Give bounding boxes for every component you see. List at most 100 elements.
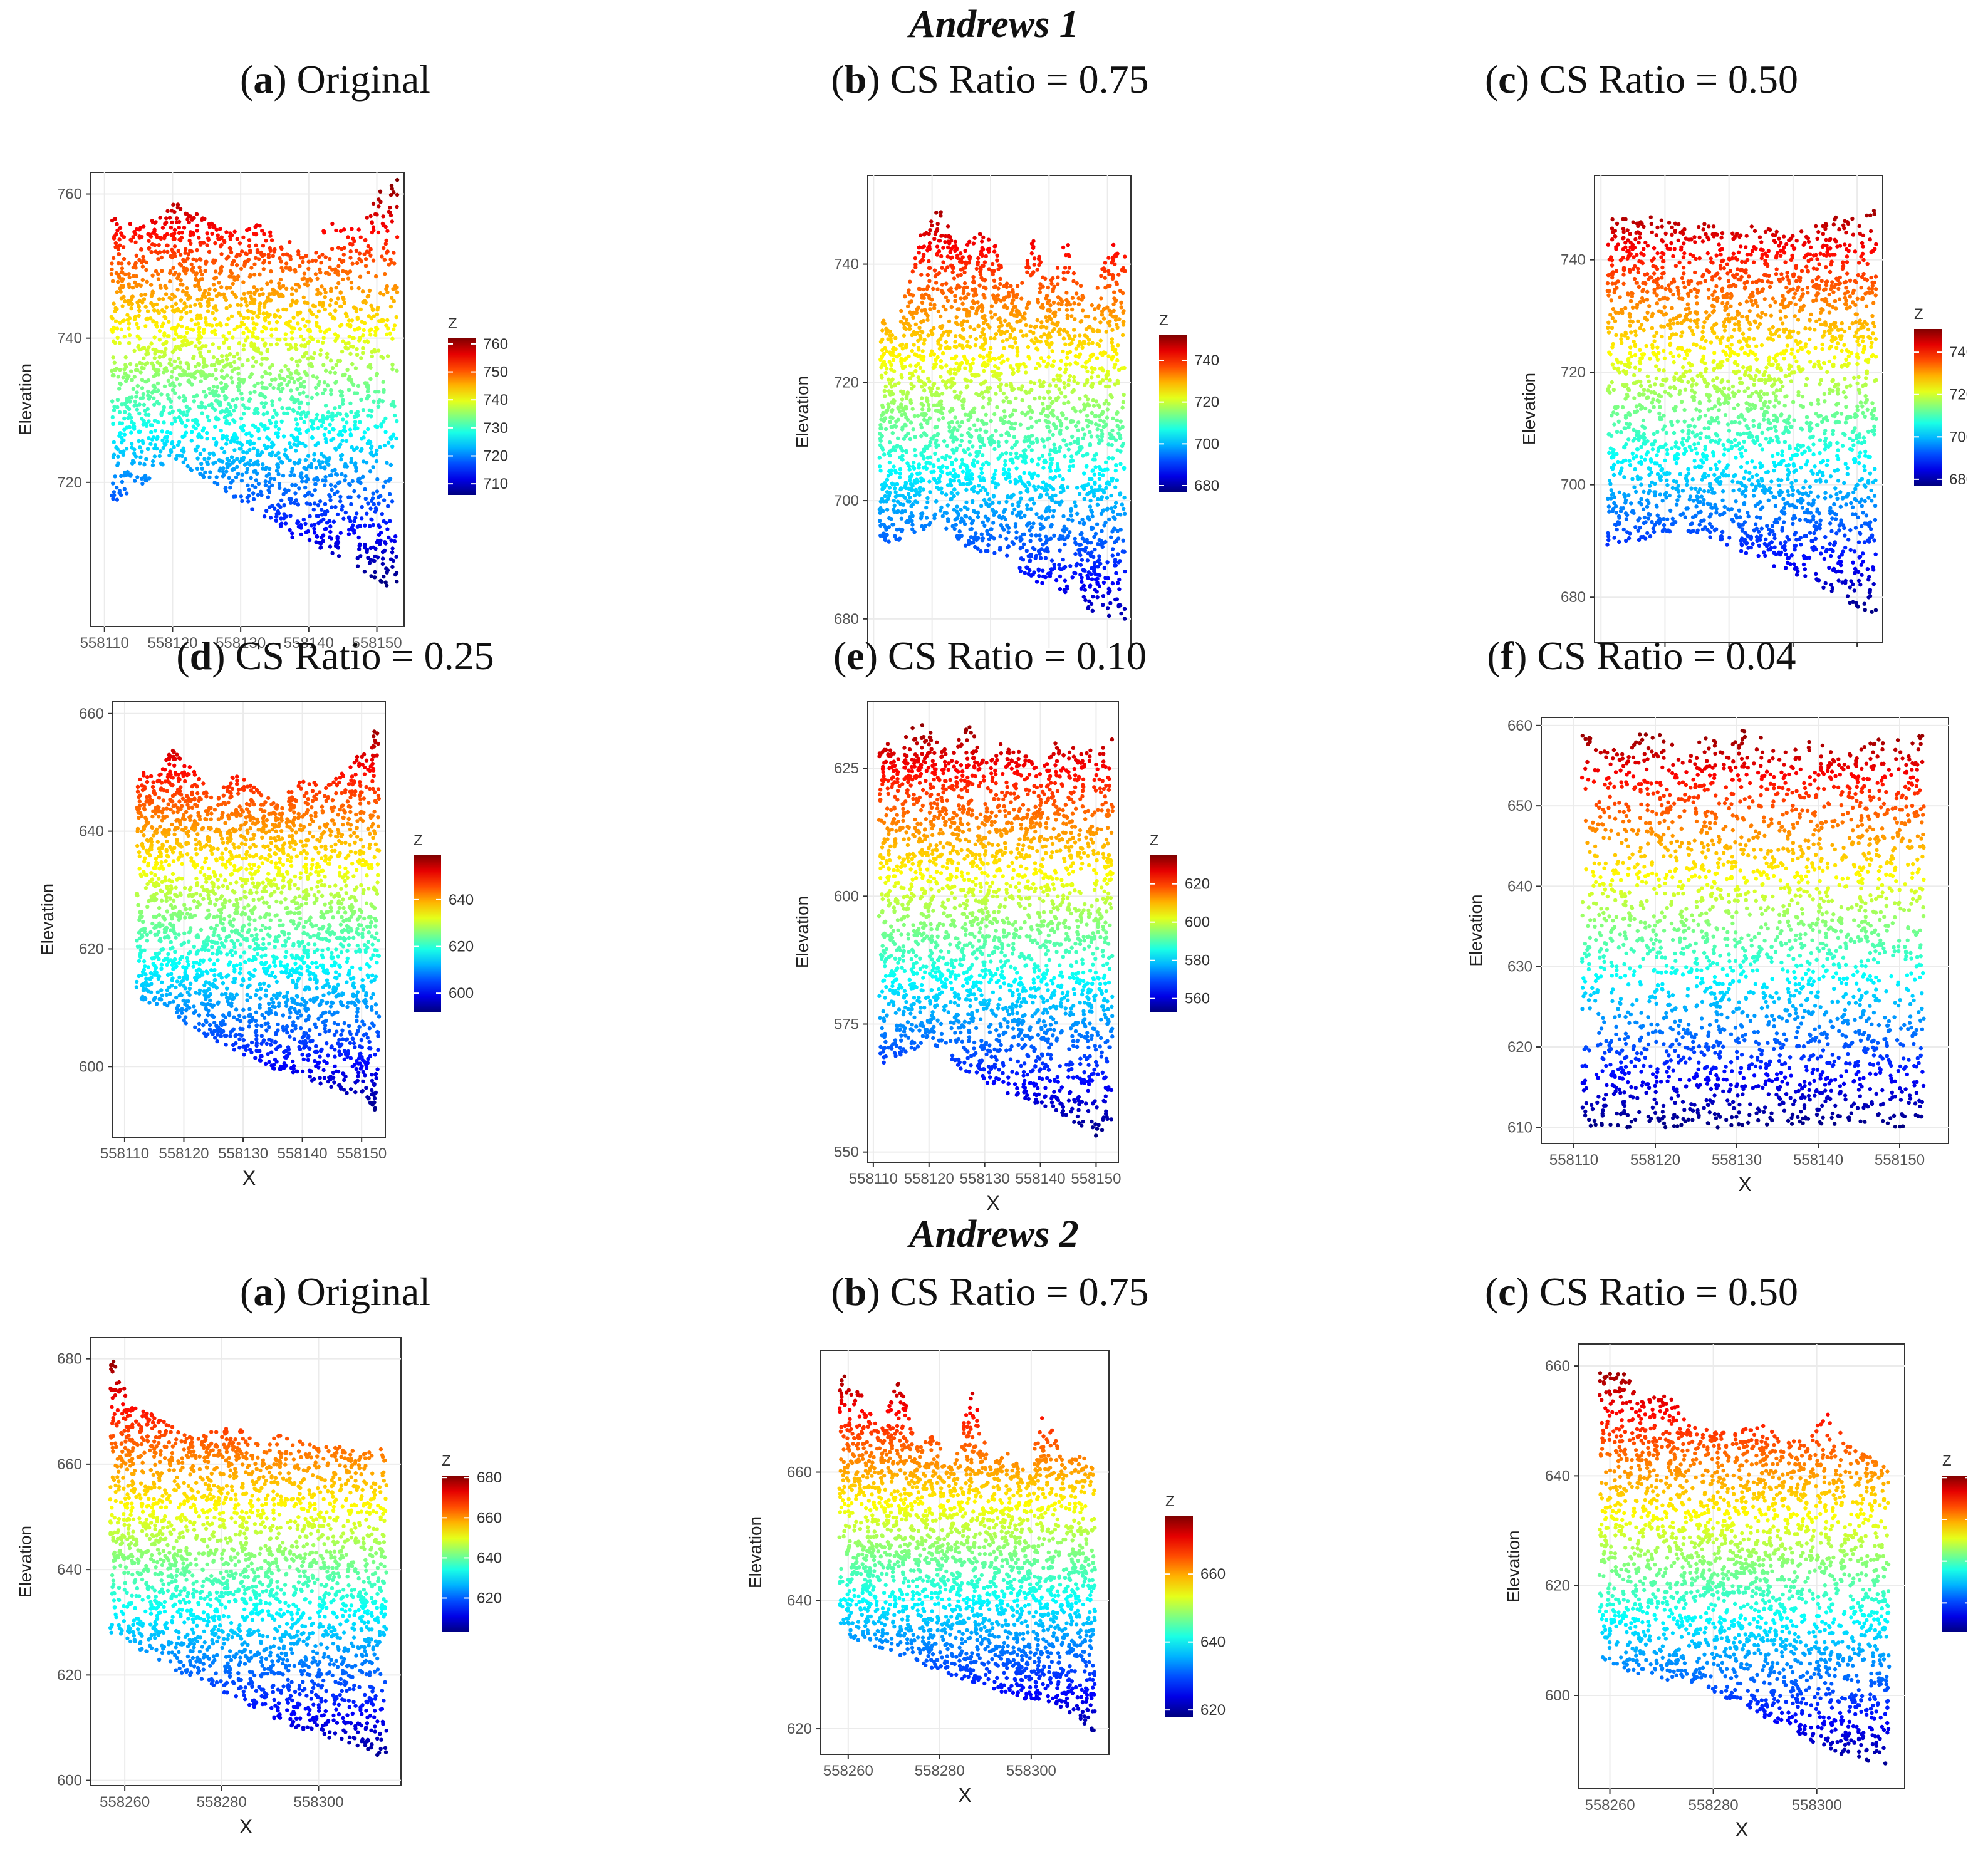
data-point	[979, 445, 982, 449]
data-point	[1122, 539, 1125, 543]
data-point	[111, 481, 115, 485]
data-point	[395, 205, 398, 209]
data-point	[1045, 319, 1049, 323]
data-point	[980, 471, 984, 475]
data-point	[239, 324, 242, 328]
data-point	[1093, 454, 1096, 457]
data-point	[385, 583, 388, 587]
data-point	[284, 332, 288, 336]
data-point	[246, 335, 249, 339]
data-point	[893, 347, 897, 351]
data-point	[1051, 400, 1054, 404]
data-point	[989, 527, 993, 531]
data-point	[356, 317, 360, 321]
data-point	[995, 372, 999, 375]
data-point	[335, 363, 338, 367]
data-point	[1025, 507, 1029, 511]
data-point	[1088, 444, 1092, 447]
data-point	[192, 424, 195, 428]
data-point	[232, 360, 236, 364]
data-point	[115, 486, 118, 489]
data-point	[170, 326, 174, 330]
data-point	[170, 375, 174, 379]
data-point	[274, 327, 278, 331]
data-point	[969, 379, 972, 383]
data-point	[177, 395, 181, 399]
data-point	[386, 504, 390, 508]
data-point	[1082, 497, 1086, 501]
data-point	[1114, 571, 1118, 575]
data-point	[1048, 575, 1052, 578]
data-point	[895, 494, 899, 497]
data-point	[140, 300, 144, 304]
data-point	[322, 231, 326, 234]
data-point	[135, 254, 138, 258]
data-point	[1068, 530, 1071, 534]
data-point	[950, 497, 954, 501]
data-point	[210, 363, 214, 367]
data-point	[373, 212, 377, 216]
data-point	[306, 529, 310, 533]
data-point	[1046, 336, 1049, 340]
data-point	[113, 361, 117, 365]
data-point	[199, 314, 202, 318]
data-point	[1058, 367, 1062, 371]
data-point	[199, 354, 203, 358]
data-point	[1001, 339, 1005, 343]
data-point	[242, 412, 246, 415]
data-point	[380, 512, 384, 516]
data-point	[322, 454, 326, 458]
data-point	[280, 406, 284, 410]
data-point	[960, 302, 964, 306]
data-point	[279, 369, 283, 373]
data-point	[382, 224, 385, 227]
data-point	[1038, 291, 1042, 294]
data-point	[372, 225, 375, 229]
data-point	[252, 442, 256, 445]
data-point	[949, 385, 952, 389]
data-point	[964, 262, 968, 266]
data-point	[264, 326, 268, 330]
data-point	[1076, 381, 1080, 385]
data-point	[1040, 486, 1044, 489]
data-point	[254, 478, 258, 482]
data-point	[975, 454, 979, 458]
data-point	[268, 298, 271, 302]
data-point	[308, 330, 312, 333]
data-point	[373, 555, 377, 558]
data-point	[1069, 509, 1073, 513]
data-point	[265, 282, 269, 286]
data-point	[939, 337, 942, 341]
data-point	[185, 286, 189, 290]
data-point	[280, 420, 284, 424]
data-point	[972, 458, 976, 462]
data-point	[902, 334, 906, 338]
data-point	[360, 505, 363, 509]
data-point	[1106, 480, 1110, 484]
data-point	[1059, 359, 1063, 363]
data-point	[269, 516, 273, 519]
data-point	[878, 519, 882, 523]
data-point	[361, 333, 365, 337]
data-point	[927, 403, 930, 407]
data-point	[388, 258, 392, 261]
data-point	[281, 474, 285, 477]
data-point	[321, 392, 325, 395]
data-point	[939, 487, 943, 491]
data-point	[390, 219, 394, 223]
data-point	[952, 390, 956, 393]
data-point	[200, 411, 204, 415]
data-point	[955, 420, 959, 424]
data-point	[294, 417, 298, 421]
data-point	[378, 579, 382, 583]
data-point	[949, 264, 953, 268]
data-point	[141, 264, 145, 268]
data-point	[219, 252, 223, 256]
data-point	[333, 339, 337, 343]
data-point	[199, 269, 202, 273]
data-point	[241, 280, 245, 284]
data-point	[330, 505, 333, 509]
data-point	[298, 406, 301, 410]
data-point	[237, 384, 241, 388]
data-point	[157, 402, 161, 405]
